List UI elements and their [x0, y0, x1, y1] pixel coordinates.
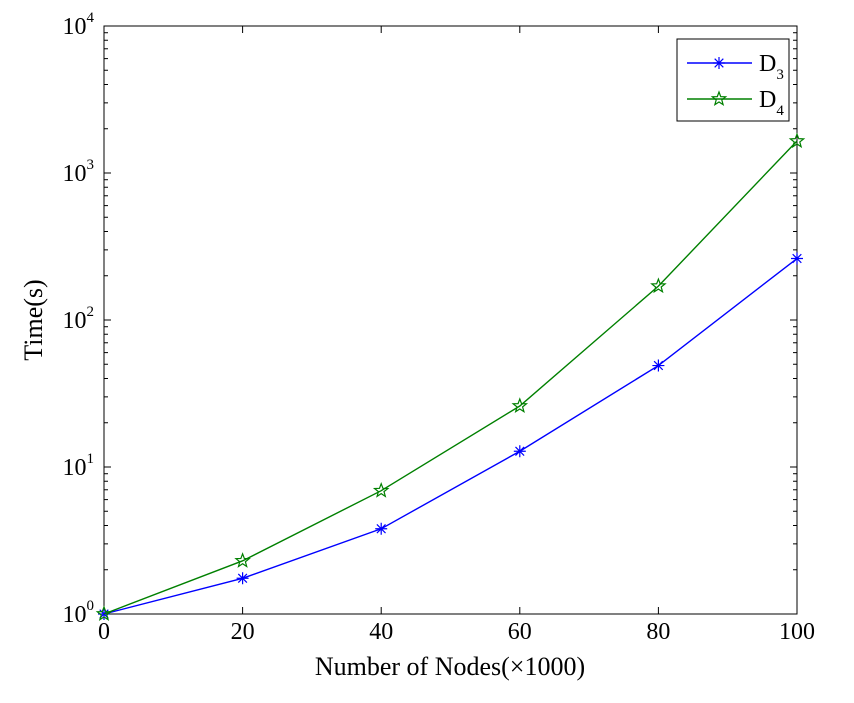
x-axis-label: Number of Nodes(×1000): [315, 652, 585, 681]
series-marker-d4: [788, 132, 806, 149]
x-tick-label: 60: [508, 619, 532, 645]
series-marker-d4: [511, 397, 529, 414]
x-tick-label: 40: [369, 619, 393, 645]
legend-label-d3: D3: [759, 51, 784, 83]
series-marker-d4: [95, 605, 113, 622]
series-line-d3: [103, 257, 798, 615]
x-tick-label: 20: [231, 619, 255, 645]
y-axis-label: Time(s): [19, 279, 48, 360]
axis-ticks: 0 20 40 60 80 100 100 101 102 103 104: [63, 10, 816, 645]
x-tick-label: 0: [98, 619, 110, 645]
y-tick-label: 104: [63, 10, 95, 40]
x-tick-label: 100: [779, 619, 815, 645]
series-marker-d3: [791, 252, 803, 265]
series-marker-d3: [652, 359, 665, 372]
series-marker-d3: [236, 572, 249, 585]
legend-label-d4: D4: [759, 87, 784, 119]
series-marker-d3: [513, 445, 526, 458]
legend-marker-d3: [713, 57, 725, 69]
x-tick-label: 80: [646, 619, 670, 645]
series-marker-d3: [375, 522, 388, 535]
series-line-d4: [103, 140, 798, 615]
series-layer: [95, 132, 806, 622]
legend-marker-d4: [710, 90, 728, 107]
y-tick-label: 103: [63, 157, 95, 187]
series-marker-d4: [650, 277, 667, 294]
y-tick-label: 101: [63, 451, 95, 481]
y-tick-label: 100: [63, 598, 95, 628]
series-marker-d4: [372, 481, 390, 498]
legend-box: [676, 38, 790, 122]
plot-area: [103, 25, 798, 615]
series-marker-d4: [234, 552, 251, 568]
y-tick-label: 102: [63, 304, 95, 334]
